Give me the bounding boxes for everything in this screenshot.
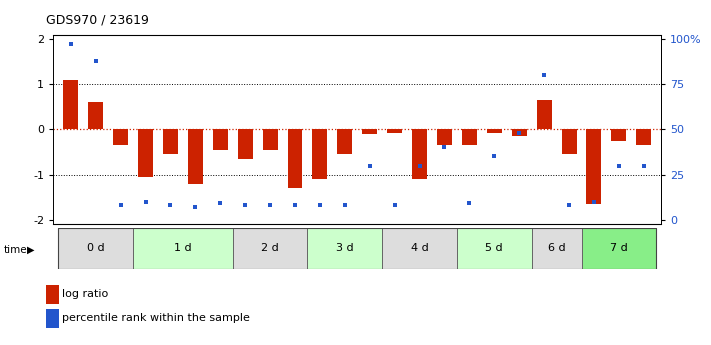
Bar	[188, 129, 203, 184]
Bar	[163, 129, 178, 154]
Bar	[587, 129, 602, 204]
Bar	[462, 129, 477, 145]
Point	[513, 130, 525, 136]
Point	[215, 201, 226, 206]
Point	[140, 199, 151, 205]
Text: 4 d: 4 d	[411, 244, 429, 253]
Bar	[232, 228, 307, 269]
Bar	[63, 80, 78, 129]
Point	[314, 203, 326, 208]
Bar	[237, 129, 252, 159]
Point	[190, 204, 201, 210]
Point	[240, 203, 251, 208]
Text: 3 d: 3 d	[336, 244, 353, 253]
Point	[289, 203, 301, 208]
Bar	[133, 228, 232, 269]
Bar	[537, 100, 552, 129]
Text: 6 d: 6 d	[547, 244, 565, 253]
Point	[538, 72, 550, 78]
Bar	[337, 129, 352, 154]
Text: log ratio: log ratio	[62, 289, 108, 299]
Point	[588, 199, 599, 205]
Text: 5 d: 5 d	[486, 244, 503, 253]
Bar	[307, 228, 383, 269]
Point	[488, 154, 500, 159]
Point	[364, 163, 375, 168]
Text: GDS970 / 23619: GDS970 / 23619	[46, 14, 149, 27]
Bar	[387, 129, 402, 133]
Text: 7 d: 7 d	[610, 244, 628, 253]
Bar	[363, 129, 378, 134]
Point	[264, 203, 276, 208]
Bar	[113, 129, 128, 145]
Bar	[532, 228, 582, 269]
Bar	[512, 129, 527, 136]
Point	[389, 203, 400, 208]
Point	[115, 203, 127, 208]
Point	[638, 163, 649, 168]
Bar	[213, 129, 228, 150]
Point	[464, 201, 475, 206]
Text: percentile rank within the sample: percentile rank within the sample	[62, 314, 250, 323]
Point	[563, 203, 574, 208]
Point	[339, 203, 351, 208]
Bar	[58, 228, 133, 269]
Bar	[88, 102, 103, 129]
Text: 2 d: 2 d	[261, 244, 279, 253]
Point	[414, 163, 425, 168]
Bar	[287, 129, 302, 188]
Text: 1 d: 1 d	[174, 244, 192, 253]
Bar	[636, 129, 651, 145]
Point	[165, 203, 176, 208]
Bar	[582, 228, 656, 269]
Text: ▶: ▶	[27, 245, 35, 255]
Point	[90, 58, 102, 63]
Bar	[138, 129, 153, 177]
Bar	[611, 129, 626, 141]
Bar	[312, 129, 327, 179]
Bar	[437, 129, 452, 145]
Bar	[457, 228, 532, 269]
Text: time: time	[4, 245, 27, 255]
Bar	[262, 129, 277, 150]
Text: 0 d: 0 d	[87, 244, 105, 253]
Bar	[412, 129, 427, 179]
Point	[439, 145, 450, 150]
Bar	[487, 129, 502, 133]
Bar	[383, 228, 457, 269]
Bar	[562, 129, 577, 154]
Point	[613, 163, 624, 168]
Point	[65, 42, 77, 47]
